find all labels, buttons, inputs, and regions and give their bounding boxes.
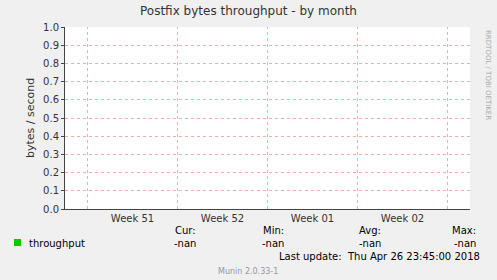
svg-text:Week 52: Week 52: [201, 213, 244, 224]
svg-text:-nan: -nan: [454, 238, 476, 249]
svg-text:Last update: Thu Apr 26 23:45: Last update: Thu Apr 26 23:45:00 2018: [279, 251, 480, 262]
svg-text:-nan: -nan: [262, 238, 284, 249]
svg-text:Week 02: Week 02: [381, 213, 424, 224]
svg-text:Min:: Min:: [263, 225, 284, 236]
svg-text:-nan: -nan: [174, 238, 196, 249]
svg-text:Week 51: Week 51: [111, 213, 154, 224]
svg-text:0.1: 0.1: [43, 185, 59, 196]
svg-text:0.9: 0.9: [43, 40, 59, 51]
svg-text:0.3: 0.3: [43, 149, 59, 160]
svg-text:Week 01: Week 01: [291, 213, 334, 224]
svg-text:bytes / second: bytes / second: [24, 78, 37, 158]
svg-text:RRDTOOL / TOBI OETIKER: RRDTOOL / TOBI OETIKER: [484, 30, 492, 120]
svg-text:0.6: 0.6: [43, 94, 59, 105]
svg-text:-nan: -nan: [359, 238, 381, 249]
svg-text:0.2: 0.2: [43, 167, 59, 178]
svg-text:0.8: 0.8: [43, 58, 59, 69]
svg-text:0.4: 0.4: [43, 131, 59, 142]
svg-text:throughput: throughput: [29, 238, 85, 249]
svg-text:Munin 2.0.33-1: Munin 2.0.33-1: [218, 267, 278, 276]
svg-text:Max:: Max:: [452, 225, 476, 236]
svg-text:1.0: 1.0: [43, 22, 59, 33]
svg-text:Cur:: Cur:: [175, 225, 196, 236]
svg-text:Avg:: Avg:: [359, 225, 381, 236]
svg-text:Postfix bytes throughput - by: Postfix bytes throughput - by month: [140, 4, 357, 18]
svg-text:0.0: 0.0: [43, 204, 59, 215]
svg-text:0.5: 0.5: [43, 113, 59, 124]
svg-text:0.7: 0.7: [43, 76, 59, 87]
